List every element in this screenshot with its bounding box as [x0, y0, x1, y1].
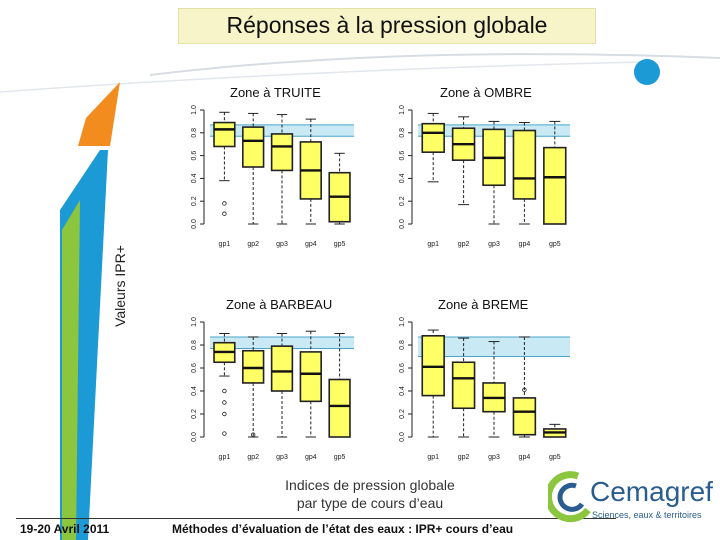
blue-dot-icon	[634, 59, 660, 85]
logo-name: Cemagref	[590, 476, 713, 507]
y-tick-label: 0.2	[399, 196, 406, 206]
outlier-point	[250, 432, 256, 437]
x-tick-label: gp1	[427, 454, 439, 461]
x-tick-label: gp2	[247, 454, 259, 461]
panel-title-barbeau: Zone à BARBEAU	[226, 297, 333, 312]
y-tick-label: 0.0	[191, 432, 198, 442]
box	[242, 126, 265, 168]
y-tick-label: 0.4	[191, 386, 198, 396]
y-tick-label: 0.0	[191, 219, 198, 229]
box	[213, 121, 236, 148]
footer-divider	[16, 518, 616, 519]
y-tick-label: 0.8	[399, 340, 406, 350]
x-tick-label: gp2	[458, 454, 470, 461]
x-tick-label: gp3	[276, 454, 288, 461]
panel-title-breme: Zone à BREME	[438, 297, 529, 312]
x-tick-label: gp3	[488, 454, 500, 461]
outlier-point	[222, 211, 227, 216]
logo-subtitle: Sciences, eaux & territoires	[592, 510, 702, 520]
y-tick-label: 0.6	[191, 151, 198, 161]
y-tick-label: 0.6	[191, 363, 198, 373]
x-tick-label: gp3	[276, 241, 288, 248]
x-tick-label: gp1	[219, 241, 231, 248]
box	[421, 122, 445, 153]
x-tick-label: gp4	[305, 241, 317, 248]
x-tick-label: gp5	[334, 454, 346, 461]
y-tick-label: 0.0	[399, 219, 406, 229]
caption: Indices de pression globale par type de …	[250, 476, 490, 512]
reference-band	[210, 336, 354, 349]
y-tick-label: 0.8	[191, 128, 198, 138]
cemagref-logo: Cemagref Sciences, eaux & territoires	[548, 462, 718, 532]
caption-line-2: par type de cours d’eau	[296, 495, 444, 511]
box	[328, 378, 351, 438]
outlier-point	[222, 388, 227, 394]
y-tick-label: 0.0	[399, 432, 406, 442]
outlier-point	[222, 201, 227, 206]
y-tick-label: 1.0	[399, 105, 406, 115]
y-tick-label: 0.6	[399, 363, 406, 373]
x-tick-label: gp1	[219, 454, 231, 461]
y-tick-label: 0.4	[399, 173, 406, 183]
y-tick-label: 0.2	[191, 409, 198, 419]
box	[270, 345, 294, 392]
panel-title-ombre: Zone à OMBRE	[440, 85, 532, 100]
caption-line-1: Indices de pression globale	[285, 477, 455, 493]
y-tick-label: 0.4	[399, 386, 406, 396]
y-tick-label: 0.6	[399, 151, 406, 161]
x-tick-label: gp2	[247, 241, 259, 248]
logo-icon	[548, 471, 591, 523]
x-tick-label: gp1	[427, 241, 439, 248]
outlier-point	[522, 387, 527, 393]
y-tick-label: 1.0	[191, 105, 198, 115]
box	[451, 361, 476, 410]
x-tick-label: gp5	[549, 241, 561, 248]
x-tick-label: gp5	[549, 454, 561, 461]
y-tick-label: 1.0	[191, 317, 198, 327]
y-tick-label: 0.8	[399, 128, 406, 138]
outlier-point	[222, 431, 227, 436]
x-tick-label: gp4	[519, 241, 531, 248]
title-banner: Réponses à la pression globale	[178, 8, 596, 44]
footer-text: Méthodes d’évaluation de l’état des eaux…	[172, 522, 514, 536]
y-tick-label: 0.4	[191, 173, 198, 183]
x-tick-label: gp5	[334, 241, 346, 248]
box	[512, 397, 537, 436]
outlier-point	[222, 411, 227, 417]
box	[270, 133, 294, 172]
box	[512, 129, 537, 200]
slide-title: Réponses à la pression globale	[226, 12, 548, 38]
panel-title-truite: Zone à TRUITE	[230, 85, 321, 100]
y-tick-label: 1.0	[399, 317, 406, 327]
box	[543, 146, 567, 225]
outlier-point	[222, 400, 227, 405]
y-tick-label: 0.2	[191, 196, 198, 206]
y-tick-label: 0.2	[399, 409, 406, 419]
x-tick-label: gp3	[488, 241, 500, 248]
x-tick-label: gp2	[458, 241, 470, 248]
box	[299, 351, 322, 403]
footer-date: 19-20 Avril 2011	[20, 522, 110, 536]
x-tick-label: gp4	[519, 454, 531, 461]
x-tick-label: gp4	[305, 454, 317, 461]
y-tick-label: 0.8	[191, 340, 198, 350]
